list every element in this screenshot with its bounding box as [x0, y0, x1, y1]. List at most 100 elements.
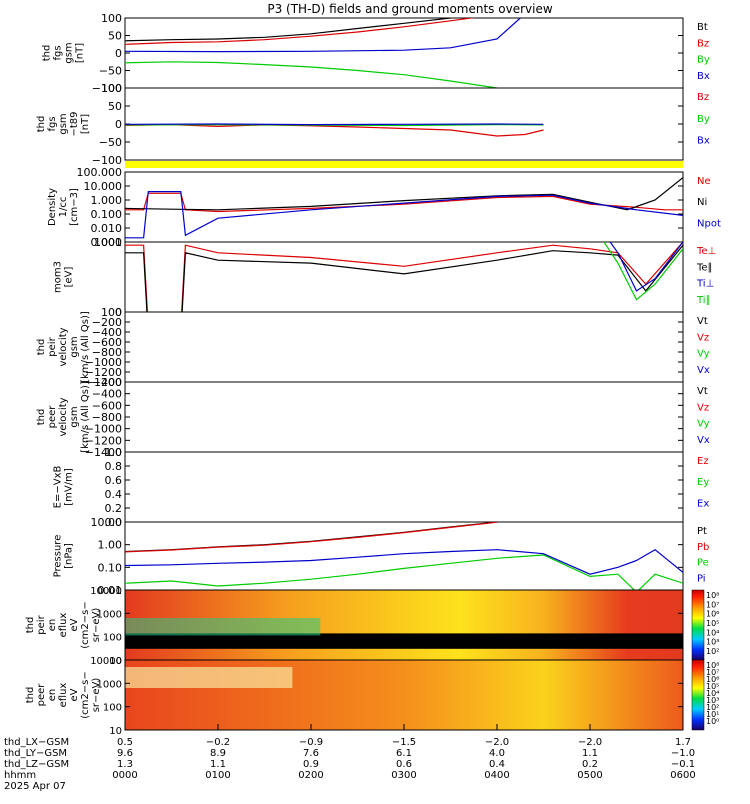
- colorbar-tick-label: 10⁰: [706, 717, 719, 726]
- colorbar-tick-label: 10³: [706, 638, 719, 647]
- x-tick-label: 1.1: [582, 748, 598, 759]
- colorbar-tick-label: 10²: [706, 703, 719, 712]
- x-row-label: hhmm: [4, 770, 36, 781]
- x-tick-label: 1.1: [210, 759, 226, 770]
- y-axis-label-line: [nT]: [75, 43, 86, 63]
- y-axis-label-line: Density: [47, 188, 58, 226]
- colorbar-tick-label: 10⁷: [706, 668, 719, 677]
- y-tick-label: −1000: [85, 423, 122, 436]
- y-axis-label-line: peir: [47, 336, 58, 356]
- y-axis-label: Density 1/cc [cm−3]: [47, 188, 80, 226]
- plot-title: P3 (TH-D) fields and ground moments over…: [267, 2, 552, 16]
- legend-entry: Vz: [697, 402, 709, 413]
- y-tick-label: −100: [92, 82, 122, 95]
- y-axis-label-line: thd: [36, 339, 47, 356]
- y-axis-label-line: thd: [42, 45, 53, 62]
- legend-entry: Vz: [697, 332, 709, 343]
- y-tick-label: 0.8: [105, 460, 123, 473]
- y-axis-label-line: [mV/m]: [64, 468, 75, 506]
- y-tick-label: 10000: [90, 586, 122, 597]
- y-tick-label: −200: [92, 316, 122, 329]
- y-tick-label: 100: [101, 12, 122, 25]
- legend-entry: Pt: [697, 526, 707, 537]
- legend-entry: Ne: [697, 176, 711, 187]
- legend-entry: Ti⊥: [696, 279, 714, 290]
- x-tick-label: 1.3: [117, 759, 133, 770]
- y-axis-label-line: en: [47, 619, 58, 632]
- y-tick-label: 10.000: [84, 180, 123, 193]
- series-line-Bx: [125, 123, 544, 126]
- series-line-Pi: [125, 548, 683, 575]
- y-tick-label: 10: [109, 656, 122, 667]
- y-tick-label: −1200: [85, 434, 122, 447]
- y-tick-label: 0.0: [105, 516, 123, 529]
- y-tick-label: 1.00: [98, 539, 123, 552]
- y-axis-label-line: thd: [25, 687, 36, 704]
- y-axis-label-line: eflux: [58, 613, 69, 638]
- colorbar-tick-label: 10³: [706, 696, 719, 705]
- y-tick-label: 1.000: [91, 194, 123, 207]
- y-tick-label: 10000: [90, 656, 122, 667]
- x-date-label: 2025 Apr 07: [4, 781, 66, 792]
- y-axis-label-line: [km/s (All Qs)]: [80, 381, 91, 453]
- y-tick-label: 0.10: [98, 561, 123, 574]
- colorbar-tick-label: 10⁴: [706, 628, 719, 637]
- x-tick-label: −0.1: [671, 759, 695, 770]
- y-tick-label: 1000: [97, 609, 122, 620]
- series-line-Bz: [125, 123, 544, 137]
- y-axis-label-line: [nPa]: [64, 543, 75, 569]
- y-tick-label: −1000: [85, 356, 122, 369]
- y-tick-label: 1000: [97, 679, 122, 690]
- series-line-Pb: [125, 522, 498, 553]
- x-tick-label: −2.0: [578, 737, 602, 748]
- y-axis-label: E=−VxB [mV/m]: [53, 466, 75, 509]
- x-tick-label: 0.2: [582, 759, 598, 770]
- y-axis-label-line: (cm2−s−: [80, 601, 91, 648]
- series-line-Pt: [125, 522, 498, 553]
- y-axis-label-line: E=−VxB: [53, 466, 64, 509]
- y-axis-label: thd peer en eflux eV (cm2−s− sr−eV): [25, 671, 102, 718]
- y-tick-label: 0.4: [105, 488, 123, 501]
- y-axis-label: mom3 [eV]: [53, 261, 75, 293]
- colorbar-tick-label: 10⁵: [706, 682, 719, 691]
- y-axis-label-line: peer: [47, 405, 58, 429]
- colorbar-tick-label: 10¹: [706, 710, 719, 719]
- y-tick-label: 0.001: [91, 236, 123, 249]
- y-axis-label-line: peir: [36, 614, 47, 634]
- y-axis-label-line: gsm: [64, 42, 75, 63]
- colorbar-tick-label: 10⁸: [706, 591, 719, 600]
- y-axis-label-line: eV: [69, 618, 80, 631]
- y-axis-label-line: [eV]: [64, 267, 75, 288]
- y-tick-label: −400: [92, 388, 122, 401]
- x-tick-label: 4.0: [489, 748, 505, 759]
- x-tick-label: 0000: [112, 770, 137, 781]
- panel-frame: [124, 451, 684, 523]
- legend-entry: Ez: [697, 456, 709, 467]
- y-tick-label: −1400: [85, 446, 122, 459]
- legend-entry: Ey: [697, 477, 709, 488]
- y-axis-label-line: [nT]: [80, 114, 91, 134]
- y-tick-label: 100: [103, 703, 122, 714]
- y-axis-label: thd peir velocity gsm [km/s (All Qs)]: [36, 311, 91, 383]
- legend-entry: Bx: [697, 71, 710, 82]
- y-axis-label-line: mom3: [53, 261, 64, 293]
- colorbar: [691, 589, 705, 661]
- y-tick-label: 50: [108, 100, 122, 113]
- x-tick-label: 0.4: [489, 759, 505, 770]
- y-axis-label-line: −t89: [69, 111, 80, 136]
- x-tick-label: 0.9: [303, 759, 319, 770]
- legend-entry: Pi: [697, 573, 706, 584]
- y-tick-label: −1200: [85, 366, 122, 379]
- colorbar-tick-label: 10⁵: [706, 619, 719, 628]
- y-axis-label-line: sr−eV): [91, 678, 102, 713]
- y-axis-label: thd peir en eflux eV (cm2−s− sr−eV): [25, 601, 102, 648]
- panel-fgs_gsm: 100 50 0 −50 −100 thd fgs gsm [nT] Bt Bz By Bx: [42, 12, 710, 95]
- y-axis-label-line: velocity: [58, 397, 69, 436]
- y-tick-label: −200: [92, 376, 122, 389]
- legend-entry: Bz: [697, 38, 709, 49]
- legend-entry: By: [697, 114, 710, 125]
- y-tick-label: 0.100: [91, 208, 123, 221]
- x-row-label: thd_LZ−GSM: [4, 759, 69, 770]
